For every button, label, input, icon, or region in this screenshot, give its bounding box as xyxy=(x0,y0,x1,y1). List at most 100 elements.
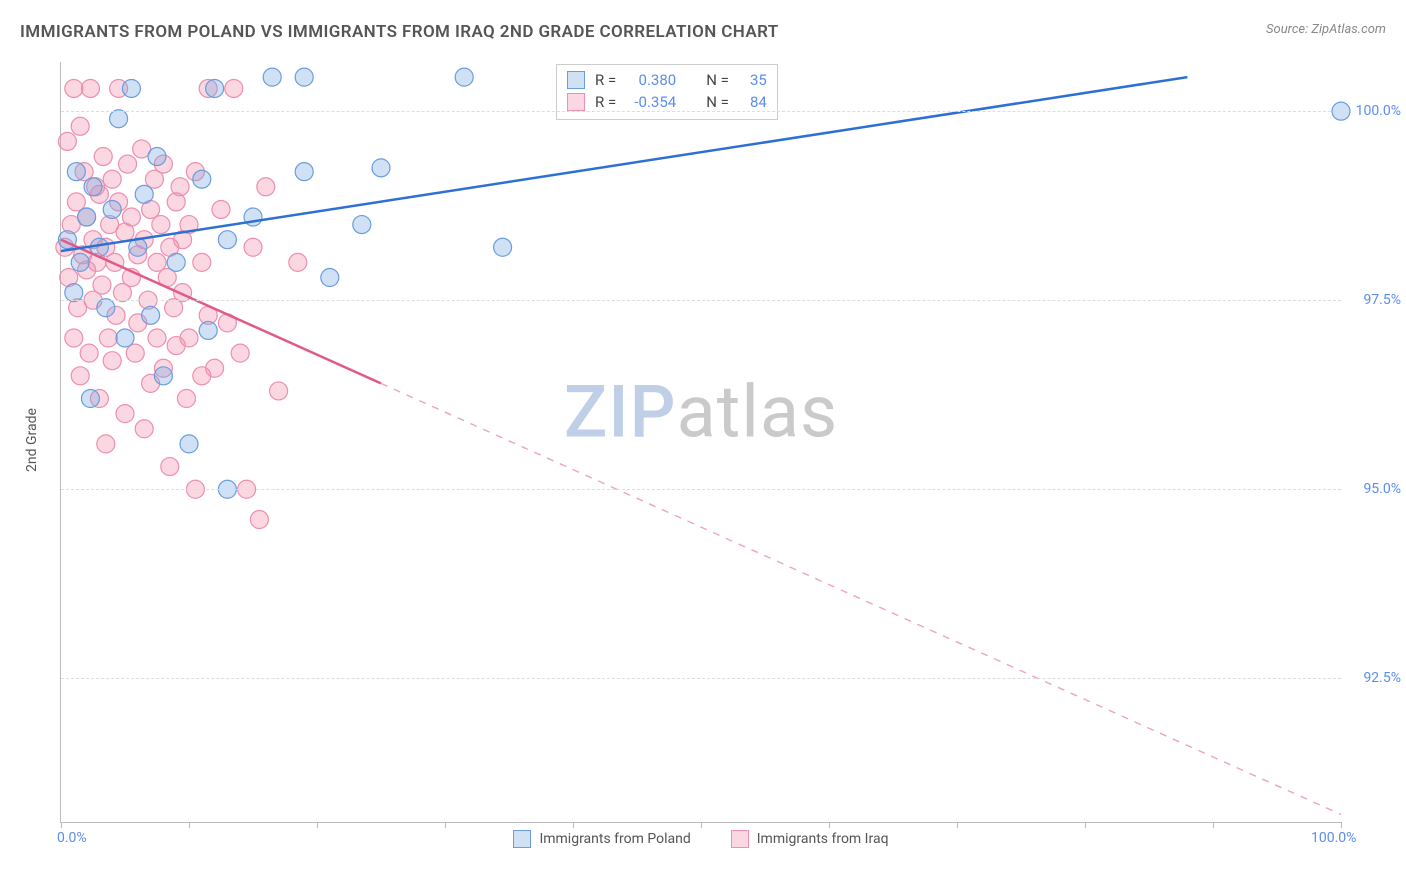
stat-n-label: N = xyxy=(706,91,729,113)
iraq-point xyxy=(126,344,144,362)
poland-point xyxy=(154,367,172,385)
y-tick-label: 92.5% xyxy=(1346,670,1401,686)
poland-point xyxy=(180,435,198,453)
poland-point xyxy=(455,68,473,86)
x-tick xyxy=(701,822,702,828)
poland-point xyxy=(167,253,185,271)
iraq-point xyxy=(71,367,89,385)
x-tick xyxy=(957,822,958,828)
gridline-h xyxy=(61,300,1341,301)
chart-title: IMMIGRANTS FROM POLAND VS IMMIGRANTS FRO… xyxy=(20,22,779,42)
x-tick xyxy=(573,822,574,828)
iraq-point xyxy=(152,216,170,234)
poland-point xyxy=(353,216,371,234)
poland-point xyxy=(218,231,236,249)
iraq-point xyxy=(80,344,98,362)
poland-swatch xyxy=(567,71,585,89)
iraq-point xyxy=(148,253,166,271)
stat-n-value: 84 xyxy=(739,91,767,113)
iraq-point xyxy=(97,435,115,453)
iraq-point xyxy=(116,405,134,423)
iraq-point xyxy=(58,132,76,150)
poland-point xyxy=(97,299,115,317)
stat-r-value: -0.354 xyxy=(626,91,676,113)
legend-item-iraq: Immigrants from Iraq xyxy=(731,830,889,848)
iraq-regression-dashed xyxy=(381,383,1341,814)
iraq-point xyxy=(103,170,121,188)
iraq-legend-label: Immigrants from Iraq xyxy=(757,831,889,847)
iraq-point xyxy=(177,390,195,408)
source-attribution: Source: ZipAtlas.com xyxy=(1266,22,1386,37)
poland-point xyxy=(263,68,281,86)
plot-svg xyxy=(61,62,1341,822)
iraq-point xyxy=(106,253,124,271)
iraq-point xyxy=(93,276,111,294)
iraq-point xyxy=(244,238,262,256)
iraq-point xyxy=(171,178,189,196)
iraq-legend-swatch xyxy=(731,830,749,848)
poland-point xyxy=(78,208,96,226)
x-tick xyxy=(1341,822,1342,828)
x-tick xyxy=(189,822,190,828)
iraq-point xyxy=(81,79,99,97)
poland-point xyxy=(199,321,217,339)
gridline-h xyxy=(61,489,1341,490)
x-tick-label: 0.0% xyxy=(57,830,87,846)
x-tick xyxy=(445,822,446,828)
iraq-swatch xyxy=(567,93,585,111)
iraq-point xyxy=(231,344,249,362)
iraq-point xyxy=(206,359,224,377)
gridline-h xyxy=(61,678,1341,679)
y-tick-label: 97.5% xyxy=(1346,292,1401,308)
stats-row-poland: R = 0.380 N = 35 xyxy=(567,69,767,91)
x-tick xyxy=(829,822,830,828)
legend-item-poland: Immigrants from Poland xyxy=(513,830,690,848)
iraq-point xyxy=(289,253,307,271)
poland-point xyxy=(116,329,134,347)
iraq-point xyxy=(94,148,112,166)
poland-point xyxy=(71,253,89,271)
poland-point xyxy=(148,148,166,166)
iraq-point xyxy=(180,329,198,347)
poland-point xyxy=(142,306,160,324)
stats-row-iraq: R =-0.354N =84 xyxy=(567,91,767,113)
iraq-point xyxy=(161,458,179,476)
x-tick xyxy=(1085,822,1086,828)
iraq-point xyxy=(65,329,83,347)
x-tick-label: 100.0% xyxy=(1311,830,1356,846)
iraq-point xyxy=(250,511,268,529)
iraq-point xyxy=(135,420,153,438)
y-tick-label: 100.0% xyxy=(1346,103,1401,119)
poland-point xyxy=(84,178,102,196)
iraq-point xyxy=(148,329,166,347)
poland-point xyxy=(295,68,313,86)
y-tick-label: 95.0% xyxy=(1346,481,1401,497)
stat-r-value: 0.380 xyxy=(626,69,676,91)
iraq-point xyxy=(225,79,243,97)
poland-legend-swatch xyxy=(513,830,531,848)
poland-point xyxy=(81,390,99,408)
iraq-point xyxy=(122,208,140,226)
x-tick xyxy=(317,822,318,828)
iraq-point xyxy=(71,117,89,135)
iraq-point xyxy=(257,178,275,196)
stat-n-label: N = xyxy=(706,69,729,91)
poland-point xyxy=(65,284,83,302)
x-tick xyxy=(61,822,62,828)
poland-point xyxy=(103,200,121,218)
poland-point xyxy=(494,238,512,256)
poland-point xyxy=(135,185,153,203)
poland-point xyxy=(122,79,140,97)
poland-point xyxy=(193,170,211,188)
poland-point xyxy=(321,269,339,287)
poland-point xyxy=(295,163,313,181)
legend-bottom: Immigrants from Poland Immigrants from Ir… xyxy=(61,830,1341,848)
stat-r-label: R = xyxy=(595,69,616,91)
x-tick xyxy=(1213,822,1214,828)
poland-point xyxy=(67,163,85,181)
stat-n-value: 35 xyxy=(739,69,767,91)
scatter-plot: ZIPatlas R =0.380N =35R =-0.354N =84 Imm… xyxy=(60,62,1341,823)
poland-legend-label: Immigrants from Poland xyxy=(539,831,690,847)
iraq-point xyxy=(103,352,121,370)
iraq-point xyxy=(67,193,85,211)
